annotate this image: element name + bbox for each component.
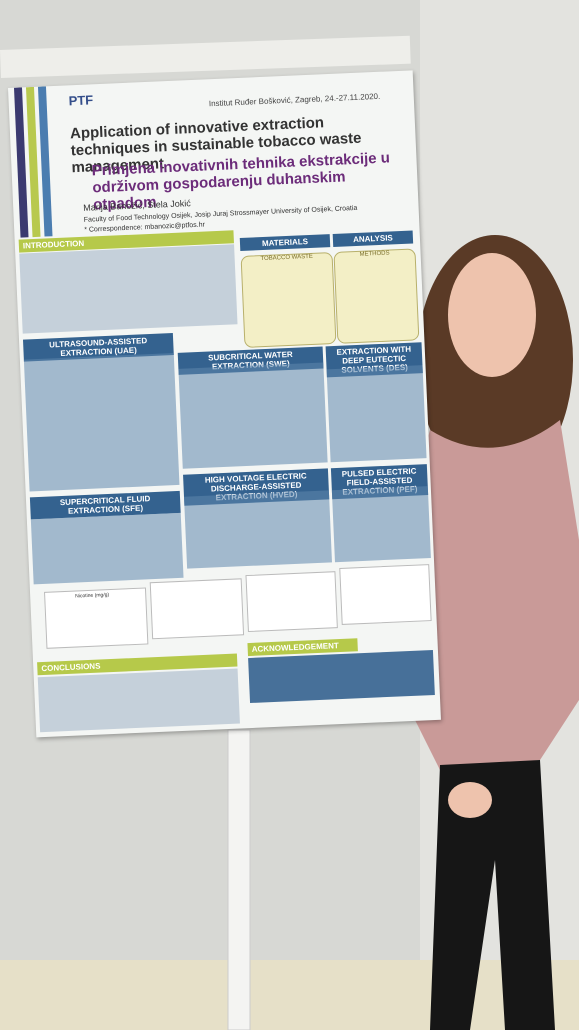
intro-text-block bbox=[19, 244, 238, 334]
analysis-box: METHODS bbox=[333, 248, 420, 344]
conclusions-text-block bbox=[37, 668, 240, 733]
logo: PTF bbox=[68, 92, 94, 109]
section-header: MATERIALS bbox=[239, 234, 331, 252]
bar-chart-image bbox=[339, 564, 432, 625]
floor bbox=[0, 960, 579, 1030]
hand bbox=[448, 782, 492, 818]
swe-table bbox=[178, 362, 328, 469]
des-table bbox=[326, 365, 427, 463]
poster: PTF Institut Ruđer Bošković, Zagreb, 24.… bbox=[8, 70, 441, 738]
chart-label: Nicotine (mg/g) bbox=[75, 592, 110, 600]
venue: Institut Ruđer Bošković, Zagreb, 24.-27.… bbox=[208, 91, 381, 109]
bar-chart-image bbox=[245, 571, 338, 633]
materials-box: TOBACCO WASTE bbox=[240, 252, 337, 348]
poster-rail bbox=[0, 35, 411, 78]
uae-table bbox=[23, 353, 180, 492]
hved-table bbox=[183, 490, 332, 569]
bar-chart-image bbox=[149, 578, 245, 640]
trousers bbox=[430, 760, 555, 1030]
label: METHODS bbox=[359, 250, 390, 258]
sweater bbox=[395, 420, 579, 770]
pef-table bbox=[331, 486, 431, 563]
sfe-table bbox=[30, 512, 184, 585]
stand-pole bbox=[227, 729, 251, 1030]
face bbox=[448, 253, 536, 377]
bar-chart-image: Nicotine (mg/g) bbox=[44, 587, 149, 649]
acknowledgement-block bbox=[248, 650, 435, 704]
section-header: ANALYSIS bbox=[332, 230, 414, 247]
label: TOBACCO WASTE bbox=[260, 253, 313, 263]
stripe bbox=[37, 86, 53, 237]
